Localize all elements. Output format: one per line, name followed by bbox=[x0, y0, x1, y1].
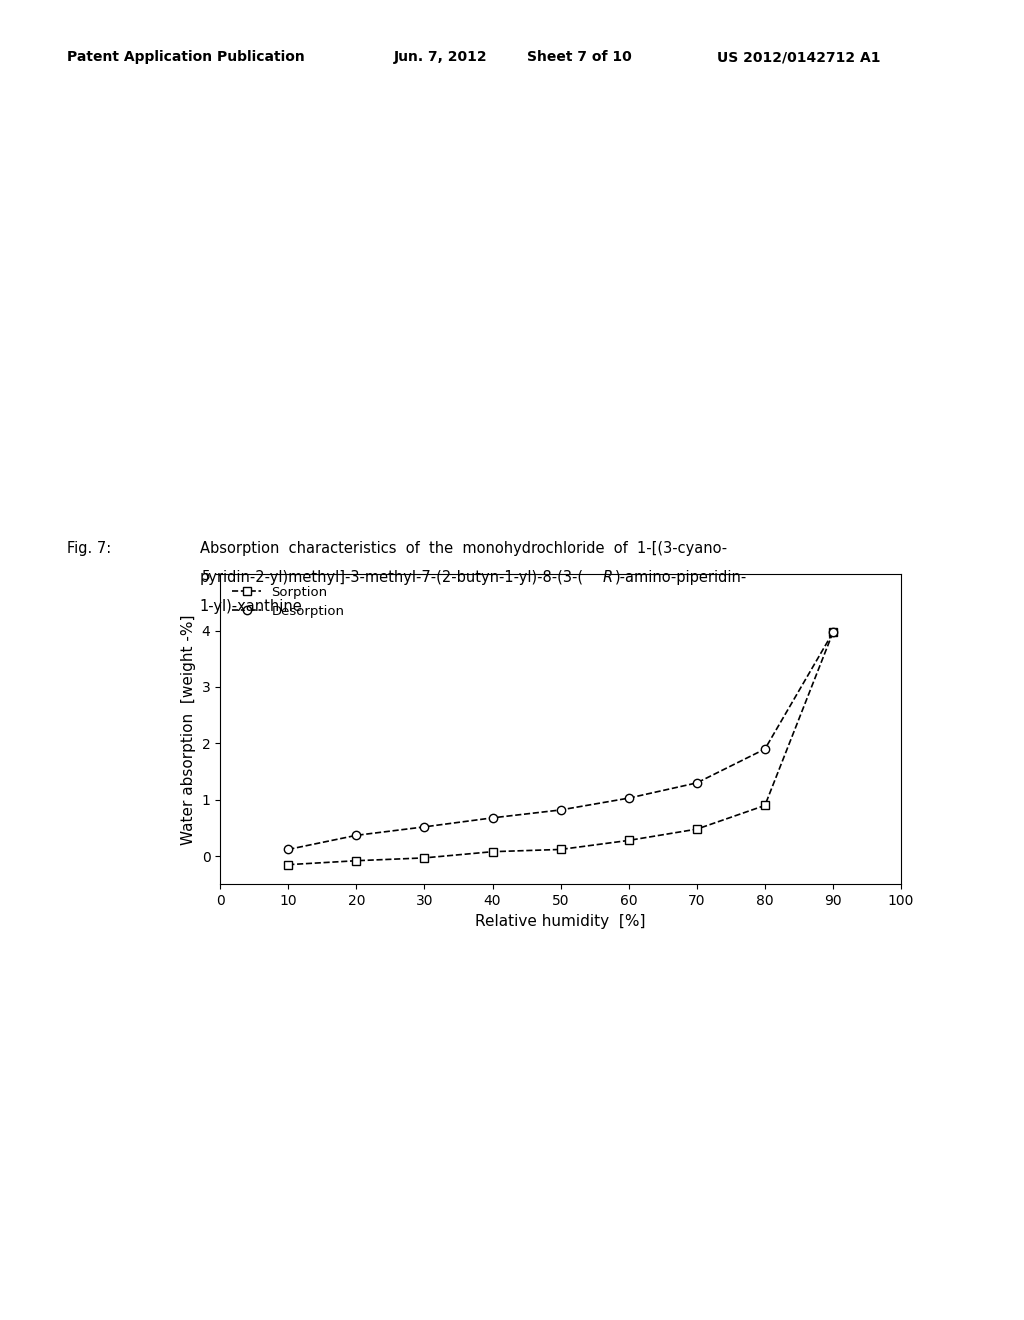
Desorption bbox=[418, 818, 430, 834]
Sorption bbox=[282, 857, 295, 873]
Desorption bbox=[486, 810, 499, 826]
Sorption bbox=[623, 833, 635, 849]
Text: Absorption  characteristics  of  the  monohydrochloride  of  1-[(3-cyano-: Absorption characteristics of the monohy… bbox=[200, 541, 727, 556]
Desorption bbox=[759, 741, 771, 756]
Y-axis label: Water absorption  [weight -%]: Water absorption [weight -%] bbox=[181, 614, 196, 845]
Desorption bbox=[350, 828, 362, 843]
Legend: Sorption, Desorption: Sorption, Desorption bbox=[226, 581, 350, 623]
X-axis label: Relative humidity  [%]: Relative humidity [%] bbox=[475, 913, 646, 929]
Text: Fig. 7:: Fig. 7: bbox=[67, 541, 111, 556]
Line: Desorption: Desorption bbox=[284, 628, 838, 854]
Text: Patent Application Publication: Patent Application Publication bbox=[67, 50, 304, 65]
Desorption bbox=[282, 842, 295, 858]
Sorption bbox=[690, 821, 702, 837]
Sorption bbox=[827, 624, 840, 640]
Desorption bbox=[555, 803, 567, 818]
Text: Sheet 7 of 10: Sheet 7 of 10 bbox=[527, 50, 632, 65]
Sorption bbox=[759, 797, 771, 813]
Sorption bbox=[350, 853, 362, 869]
Desorption bbox=[623, 791, 635, 807]
Line: Sorption: Sorption bbox=[284, 628, 838, 869]
Sorption bbox=[486, 843, 499, 859]
Text: )-amino-piperidin-: )-amino-piperidin- bbox=[614, 570, 746, 585]
Sorption bbox=[418, 850, 430, 866]
Text: US 2012/0142712 A1: US 2012/0142712 A1 bbox=[717, 50, 881, 65]
Desorption bbox=[690, 775, 702, 791]
Sorption bbox=[555, 842, 567, 858]
Desorption bbox=[827, 624, 840, 640]
Text: Jun. 7, 2012: Jun. 7, 2012 bbox=[394, 50, 487, 65]
Text: 1-yl)-xanthine: 1-yl)-xanthine bbox=[200, 599, 302, 614]
Text: R: R bbox=[602, 570, 612, 585]
Text: pyridin-2-yl)methyl]-3-methyl-7-(2-butyn-1-yl)-8-(3-(: pyridin-2-yl)methyl]-3-methyl-7-(2-butyn… bbox=[200, 570, 584, 585]
